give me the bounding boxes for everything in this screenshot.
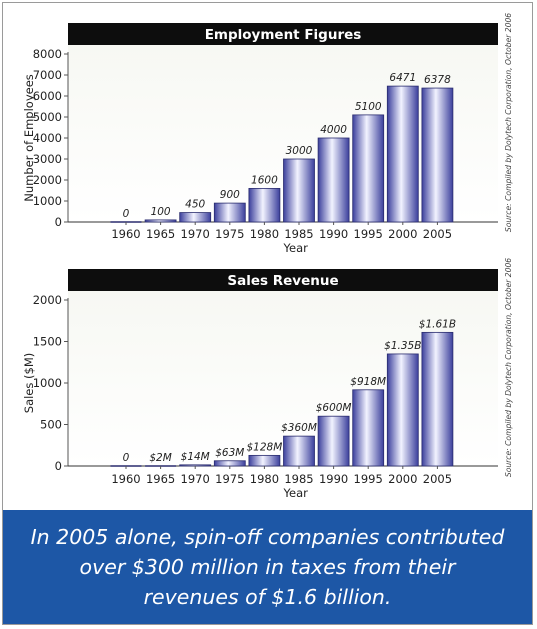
y-tick-label: 2000: [33, 293, 62, 307]
data-label: 0: [123, 208, 130, 220]
data-label: 4000: [320, 124, 347, 136]
bar: [317, 137, 350, 223]
x-tick-label: 1975: [215, 227, 244, 241]
bar: [421, 331, 454, 467]
employment-chart: Employment Figures0100020003000400050006…: [22, 13, 513, 255]
x-tick-label: 1995: [354, 472, 383, 486]
caption-line-2: over $300 million in taxes from their: [79, 555, 456, 579]
data-label: 6471: [389, 72, 416, 84]
data-label: $918M: [350, 376, 386, 388]
bar: [283, 158, 315, 223]
x-tick-label: 1960: [111, 472, 140, 486]
bar: [352, 389, 385, 467]
bar: [421, 87, 454, 223]
chart-title: Sales Revenue: [227, 273, 338, 289]
x-tick-label: 1970: [181, 472, 210, 486]
chart-title: Employment Figures: [205, 27, 362, 43]
x-tick-label: 1990: [319, 227, 348, 241]
y-tick-label: 7000: [33, 68, 62, 82]
y-axis-label: Sales ($M): [22, 353, 36, 413]
x-tick-label: 2000: [388, 227, 417, 241]
caption-box: In 2005 alone, spin-off companies contri…: [3, 510, 532, 624]
x-tick-label: 1965: [146, 227, 175, 241]
sales-revenue-chart: Sales Revenue 0 500 1000 1500 2000 Sales ($M) 0…: [22, 258, 513, 500]
y-tick-label: 1500: [33, 335, 62, 349]
y-tick-label: 3000: [33, 152, 62, 166]
data-label: 6378: [424, 74, 451, 86]
data-label: 1600: [251, 174, 278, 186]
x-axis-label: Year: [283, 486, 309, 500]
x-tick-label: 1975: [215, 472, 244, 486]
bar: [386, 85, 419, 223]
bar: [213, 460, 246, 467]
x-tick-label: 2005: [423, 472, 452, 486]
bar: [144, 219, 177, 223]
bar: [317, 415, 350, 467]
y-tick-label: 1000: [33, 194, 62, 208]
caption-line-3: revenues of $1.6 billion.: [143, 585, 392, 609]
source-note: Source: Compiled by Dolytech Corporation…: [504, 258, 513, 477]
y-tick-label: 1000: [33, 376, 62, 390]
data-label: 0: [123, 452, 130, 464]
data-label: $2M: [149, 452, 171, 464]
y-tick-label: 0: [55, 215, 62, 229]
data-label: $128M: [247, 441, 283, 453]
data-label: $360M: [281, 422, 317, 434]
bar: [179, 212, 212, 223]
caption-line-1: In 2005 alone, spin-off companies contri…: [30, 525, 505, 549]
y-tick-label: 4000: [33, 131, 62, 145]
data-label: $1.61B: [419, 318, 456, 330]
data-label: 900: [220, 189, 240, 201]
x-axis-label: Year: [283, 241, 309, 255]
data-label: 5100: [355, 101, 382, 113]
y-tick-label: 0: [55, 459, 62, 473]
x-tick-label: 1980: [250, 472, 279, 486]
y-tick-label: 6000: [33, 89, 62, 103]
bar: [179, 464, 212, 467]
data-label: 450: [185, 199, 205, 211]
data-label: $600M: [316, 402, 352, 414]
y-tick-label: 2000: [33, 173, 62, 187]
data-label: 3000: [286, 145, 313, 157]
x-tick-label: 1985: [284, 472, 313, 486]
bar: [248, 454, 281, 467]
data-label: $63M: [215, 447, 244, 459]
charts-canvas: Employment Figures0100020003000400050006…: [22, 13, 513, 500]
x-tick-label: 1965: [146, 472, 175, 486]
y-tick-label: 8000: [33, 47, 62, 61]
bar: [213, 202, 246, 223]
source-note: Source: Compiled by Dolytech Corporation…: [504, 13, 513, 232]
title-bar: [68, 23, 498, 45]
data-label: 100: [151, 206, 171, 218]
x-tick-label: 1970: [181, 227, 210, 241]
title-bar: [68, 269, 498, 291]
bar: [248, 187, 281, 223]
x-tick-label: 2000: [388, 472, 417, 486]
x-tick-label: 1980: [250, 227, 279, 241]
x-tick-label: 2005: [423, 227, 452, 241]
x-tick-label: 1960: [111, 227, 140, 241]
y-tick-label: 500: [40, 418, 62, 432]
bar: [283, 435, 315, 467]
bar: [352, 114, 385, 223]
x-tick-label: 1995: [354, 227, 383, 241]
x-tick-label: 1985: [284, 227, 313, 241]
x-tick-label: 1990: [319, 472, 348, 486]
data-label: $14M: [181, 451, 210, 463]
bar: [386, 353, 419, 467]
data-label: $1.35B: [384, 340, 421, 352]
y-axis-label: Number of Employees: [22, 74, 36, 202]
y-tick-label: 5000: [33, 110, 62, 124]
